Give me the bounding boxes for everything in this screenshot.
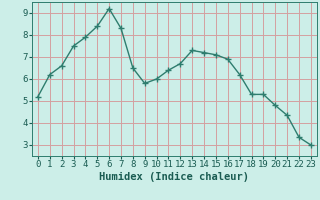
X-axis label: Humidex (Indice chaleur): Humidex (Indice chaleur) xyxy=(100,172,249,182)
